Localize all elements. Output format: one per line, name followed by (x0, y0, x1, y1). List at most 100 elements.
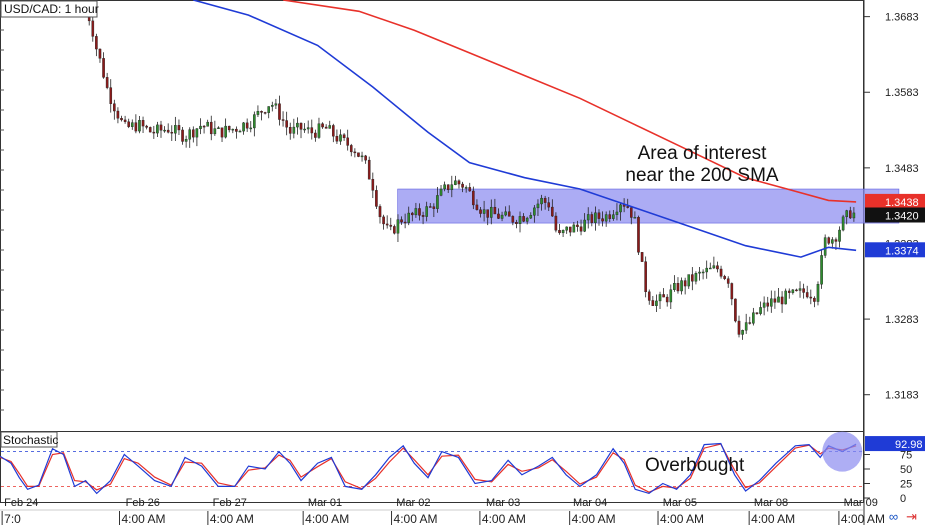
candle-body (558, 230, 561, 234)
candle-body (364, 155, 367, 161)
candle-body (615, 211, 619, 215)
link-icon[interactable]: ∞ (888, 509, 899, 524)
stochastic-tick-label: 50 (900, 464, 912, 476)
area-annotation-line2: near the 200 SMA (625, 165, 778, 186)
candle-body (260, 111, 263, 113)
candle-body (403, 221, 407, 224)
candle-body (349, 145, 353, 153)
candle-body (411, 212, 414, 216)
candle-body (159, 124, 163, 131)
date-tick-label: Mar 08 (754, 497, 788, 509)
candle-body (565, 226, 568, 231)
candle-body (170, 131, 174, 134)
candle-body (630, 207, 633, 218)
candle-body (436, 195, 439, 209)
stochastic-value-label: 92.98 (895, 439, 923, 451)
candle-body (759, 307, 762, 314)
candle-body (91, 20, 95, 37)
hour-tick-label: 4:00 AM (572, 512, 616, 525)
chart-title: USD/CAD: 1 hour (4, 2, 99, 16)
candle-body (357, 152, 360, 157)
candle-body (518, 216, 522, 225)
candle-body (339, 134, 342, 142)
sma-layer (193, 0, 857, 258)
candle-body (601, 218, 604, 222)
candle-body (536, 203, 540, 209)
candle-body (217, 127, 220, 129)
sma200-badge (865, 193, 925, 209)
candle-body (220, 127, 224, 138)
area-annotation-line1: Area of interest (638, 143, 768, 164)
candle-body (120, 118, 123, 121)
candle-body (227, 125, 231, 131)
candle-body (482, 209, 486, 214)
candle-body (680, 280, 683, 292)
time-axis: Feb 24 Feb 26 Feb 27 Mar 01 Mar 02 Mar 03 Mar … (0, 497, 885, 525)
candle-body (752, 312, 755, 324)
candle-body (231, 128, 235, 131)
candle-body (504, 211, 507, 216)
candle-body (644, 261, 647, 293)
candle-body (209, 121, 213, 135)
date-tick-label: Mar 03 (486, 497, 520, 509)
hour-tick-label: 7:0 (4, 512, 21, 525)
candle-body (472, 190, 475, 206)
candle-body (497, 213, 500, 219)
candle-body (278, 103, 281, 120)
candle-body (852, 212, 856, 219)
stochastic-label-box (0, 431, 58, 448)
highlight-layer (397, 188, 900, 224)
candle-body (414, 208, 418, 216)
candle-body (691, 274, 694, 282)
candle-body (163, 129, 166, 132)
candle-body (314, 132, 317, 138)
candle-body (777, 296, 780, 303)
candle-body (795, 289, 798, 292)
stochastic-k-line (0, 442, 857, 495)
candle-body (310, 127, 314, 134)
candle-body (554, 215, 558, 231)
date-tick-label: Feb 26 (126, 497, 160, 509)
candle-body (597, 212, 601, 219)
candle-body (568, 226, 572, 233)
candle-body (324, 126, 328, 129)
candle-body (202, 125, 206, 128)
candle-body (500, 214, 504, 219)
hour-tick-label: 4:00 AM (841, 512, 885, 525)
candle-body (389, 224, 393, 227)
scroll-to-end-icon[interactable]: ⇥ (906, 509, 917, 524)
date-tick-label: Mar 09 (844, 497, 878, 509)
candle-body (407, 212, 411, 223)
candle-body (105, 77, 109, 88)
stochastic-value-badge (865, 436, 925, 452)
footer-icons: ∞ ⇥ (889, 510, 917, 523)
candle-body (95, 36, 98, 50)
candle-body (741, 330, 744, 335)
candle-body (716, 265, 719, 270)
candle-body (141, 120, 145, 127)
candle-body (529, 215, 533, 219)
overbought-highlight (822, 431, 863, 472)
candle-body (676, 283, 680, 292)
candle-body (665, 296, 669, 303)
candle-body (130, 122, 134, 127)
candle-body (382, 216, 385, 225)
price-tick-label: 1.3683 (885, 12, 919, 24)
200-sma-line (282, 0, 857, 203)
overbought-note: Overbought (645, 455, 745, 476)
candle-body (594, 212, 597, 223)
candle-body (726, 278, 730, 284)
candle-body (780, 296, 784, 305)
candle-body (841, 216, 845, 231)
candle-body (525, 217, 529, 222)
close-badge-label: 1.3420 (885, 211, 919, 223)
candle-body (612, 214, 615, 219)
candle-body (489, 206, 493, 218)
price-tick-label: 1.3183 (885, 390, 919, 402)
100-sma-line (193, 0, 857, 258)
candle-body (687, 274, 691, 287)
candle-body (626, 206, 630, 208)
close-badge (865, 207, 925, 223)
candle-body (748, 322, 752, 324)
